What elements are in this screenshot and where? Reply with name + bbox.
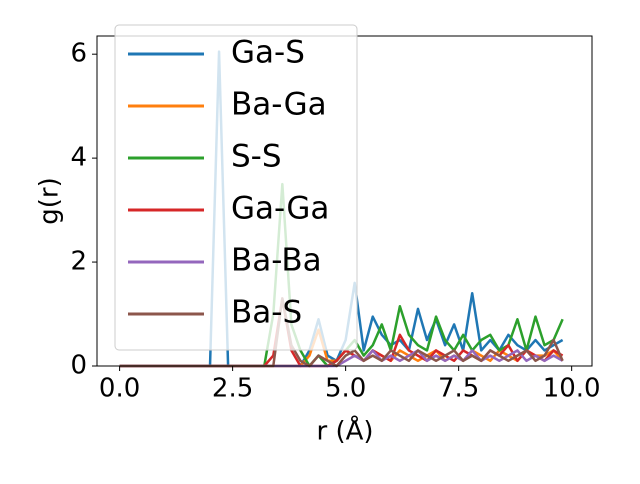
x-tick-label: 5.0: [325, 374, 366, 404]
legend-label: Ga-S: [231, 35, 305, 71]
y-tick-label: 6: [70, 39, 87, 69]
y-tick-label: 4: [70, 143, 87, 173]
y-axis-label: g(r): [35, 177, 65, 224]
legend-label: Ga-Ga: [231, 191, 329, 227]
legend-label: S-S: [231, 139, 282, 175]
legend-label: Ba-Ba: [231, 243, 322, 279]
legend: Ga-S Ba-Ga S-S Ga-Ga Ba-Ba Ba-S: [114, 24, 358, 351]
x-tick-label: 0.0: [99, 374, 140, 404]
y-tick-label: 2: [70, 247, 87, 277]
legend-label: Ba-Ga: [231, 87, 327, 123]
x-tick-label: 7.5: [438, 374, 479, 404]
legend-label: Ba-S: [231, 295, 302, 331]
x-tick-label: 10.0: [543, 374, 601, 404]
y-tick-label: 0: [70, 351, 87, 381]
x-axis-label: r (Å): [316, 415, 373, 447]
x-tick-label: 2.5: [212, 374, 253, 404]
